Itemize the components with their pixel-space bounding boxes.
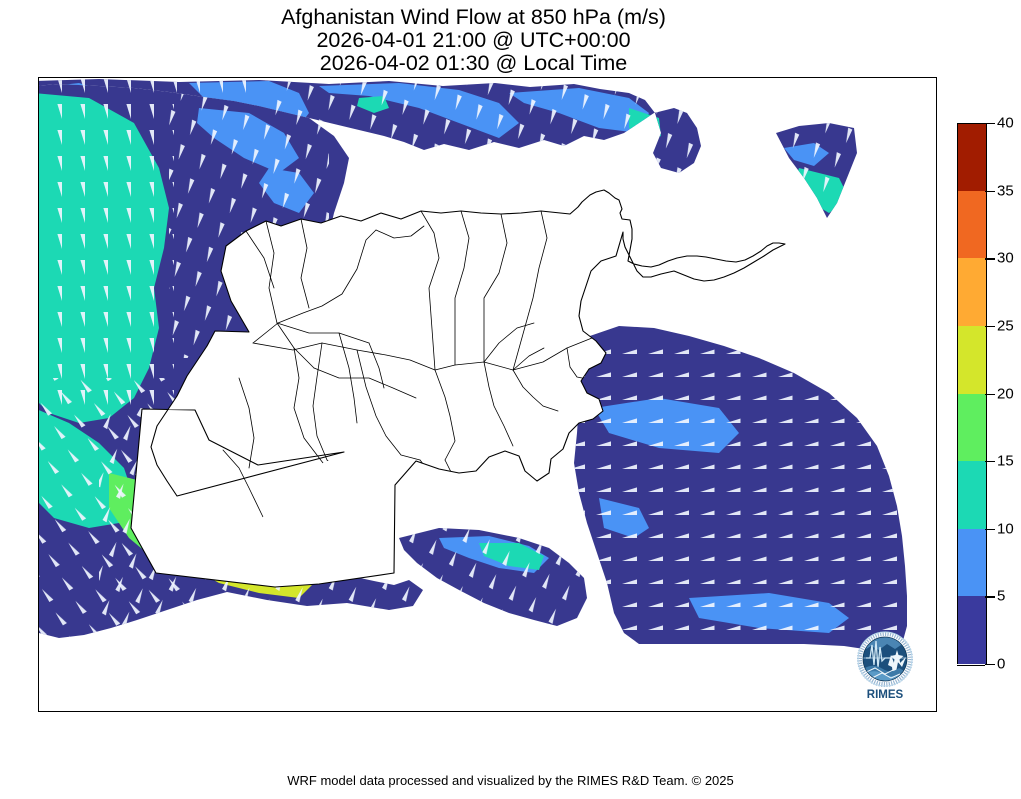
svg-text:RIMES: RIMES [867,689,904,701]
